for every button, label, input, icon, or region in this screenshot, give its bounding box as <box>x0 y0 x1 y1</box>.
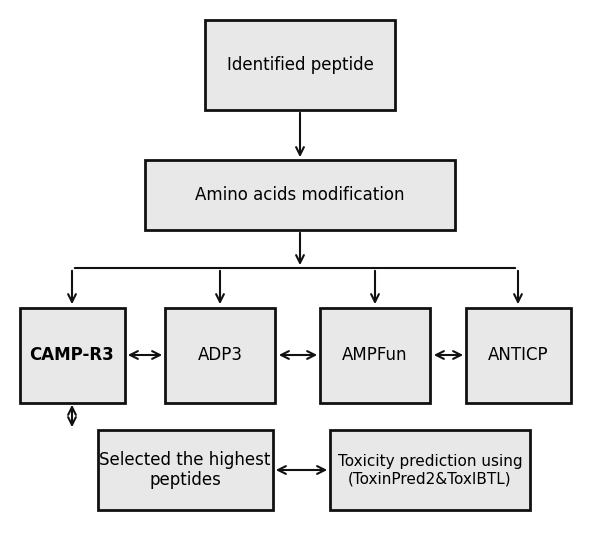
Text: Identified peptide: Identified peptide <box>227 56 373 74</box>
Text: CAMP-R3: CAMP-R3 <box>29 346 115 364</box>
FancyBboxPatch shape <box>165 308 275 402</box>
FancyBboxPatch shape <box>466 308 571 402</box>
Text: ADP3: ADP3 <box>197 346 242 364</box>
Text: Selected the highest
peptides: Selected the highest peptides <box>100 450 271 490</box>
Text: ANTICP: ANTICP <box>488 346 548 364</box>
FancyBboxPatch shape <box>97 430 272 510</box>
Text: AMPFun: AMPFun <box>342 346 408 364</box>
FancyBboxPatch shape <box>320 308 430 402</box>
FancyBboxPatch shape <box>330 430 530 510</box>
FancyBboxPatch shape <box>205 20 395 110</box>
Text: Amino acids modification: Amino acids modification <box>195 186 405 204</box>
Text: Toxicity prediction using
(ToxinPred2&ToxIBTL): Toxicity prediction using (ToxinPred2&To… <box>338 454 523 486</box>
FancyBboxPatch shape <box>19 308 125 402</box>
FancyBboxPatch shape <box>145 160 455 230</box>
